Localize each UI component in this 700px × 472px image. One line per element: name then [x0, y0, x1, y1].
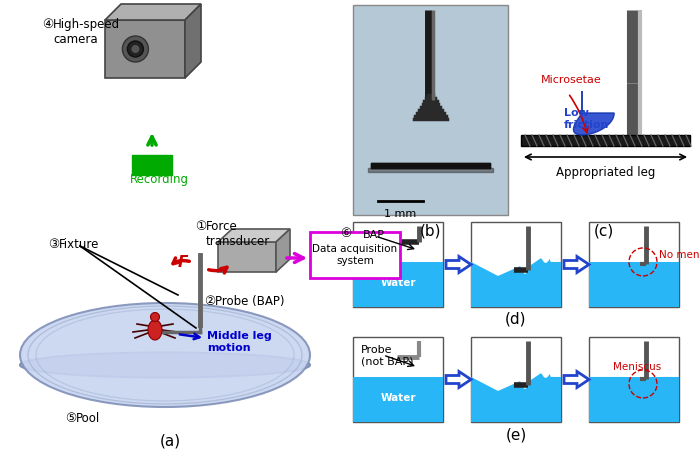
FancyBboxPatch shape [353, 5, 508, 215]
FancyBboxPatch shape [353, 337, 443, 422]
FancyBboxPatch shape [589, 337, 679, 422]
Text: ③: ③ [48, 238, 60, 251]
Text: (d): (d) [505, 312, 526, 327]
Text: F: F [178, 255, 188, 270]
Polygon shape [218, 229, 290, 242]
Polygon shape [573, 91, 614, 135]
Polygon shape [589, 262, 679, 307]
FancyArrow shape [446, 371, 471, 388]
Text: Microsetae: Microsetae [541, 75, 602, 85]
Text: (b): (b) [420, 223, 441, 238]
Text: Data acquisition
system: Data acquisition system [312, 244, 398, 266]
Text: (c): (c) [594, 223, 614, 238]
Ellipse shape [150, 312, 160, 321]
Polygon shape [105, 20, 185, 78]
FancyBboxPatch shape [310, 232, 400, 278]
Text: (a): (a) [160, 433, 181, 448]
FancyArrow shape [564, 371, 589, 388]
Text: Water: Water [380, 393, 416, 403]
Text: Probe (BAP): Probe (BAP) [215, 295, 284, 308]
Polygon shape [353, 262, 443, 307]
Text: Low
friction: Low friction [564, 108, 610, 130]
Text: Middle leg
motion: Middle leg motion [207, 331, 272, 353]
FancyArrow shape [446, 256, 471, 272]
Circle shape [132, 45, 139, 53]
Polygon shape [353, 377, 443, 422]
Text: Recording: Recording [130, 173, 189, 186]
Circle shape [122, 36, 148, 62]
Polygon shape [185, 4, 201, 78]
Polygon shape [589, 377, 679, 422]
Text: Pool: Pool [76, 412, 100, 425]
Ellipse shape [20, 303, 310, 407]
Polygon shape [521, 135, 690, 146]
Polygon shape [276, 229, 290, 272]
Polygon shape [589, 377, 679, 422]
Text: No meniscus: No meniscus [659, 250, 700, 260]
Text: ⑤: ⑤ [65, 412, 76, 425]
Ellipse shape [148, 320, 162, 340]
Text: Force
transducer: Force transducer [206, 220, 270, 248]
Text: High-speed
camera: High-speed camera [53, 18, 120, 46]
Text: 1 mm: 1 mm [384, 209, 416, 219]
FancyBboxPatch shape [471, 222, 561, 307]
Text: Water: Water [380, 278, 416, 288]
Text: ②: ② [204, 295, 216, 308]
Text: BAP: BAP [363, 230, 385, 240]
Text: Appropriated leg: Appropriated leg [556, 166, 655, 179]
Text: ⑥: ⑥ [340, 227, 351, 240]
FancyArrow shape [564, 256, 589, 272]
Text: Probe
(not BAP): Probe (not BAP) [361, 345, 414, 367]
Ellipse shape [20, 353, 310, 378]
Polygon shape [218, 242, 276, 272]
Polygon shape [471, 259, 561, 307]
Polygon shape [471, 373, 561, 422]
FancyBboxPatch shape [353, 222, 443, 307]
Text: ①: ① [195, 220, 206, 233]
Text: Fixture: Fixture [59, 238, 99, 251]
FancyBboxPatch shape [471, 337, 561, 422]
Circle shape [127, 41, 144, 57]
FancyBboxPatch shape [589, 222, 679, 307]
Text: Meniscus: Meniscus [613, 362, 662, 372]
Text: (e): (e) [505, 427, 526, 442]
Text: ④: ④ [42, 18, 53, 31]
Polygon shape [105, 4, 201, 20]
